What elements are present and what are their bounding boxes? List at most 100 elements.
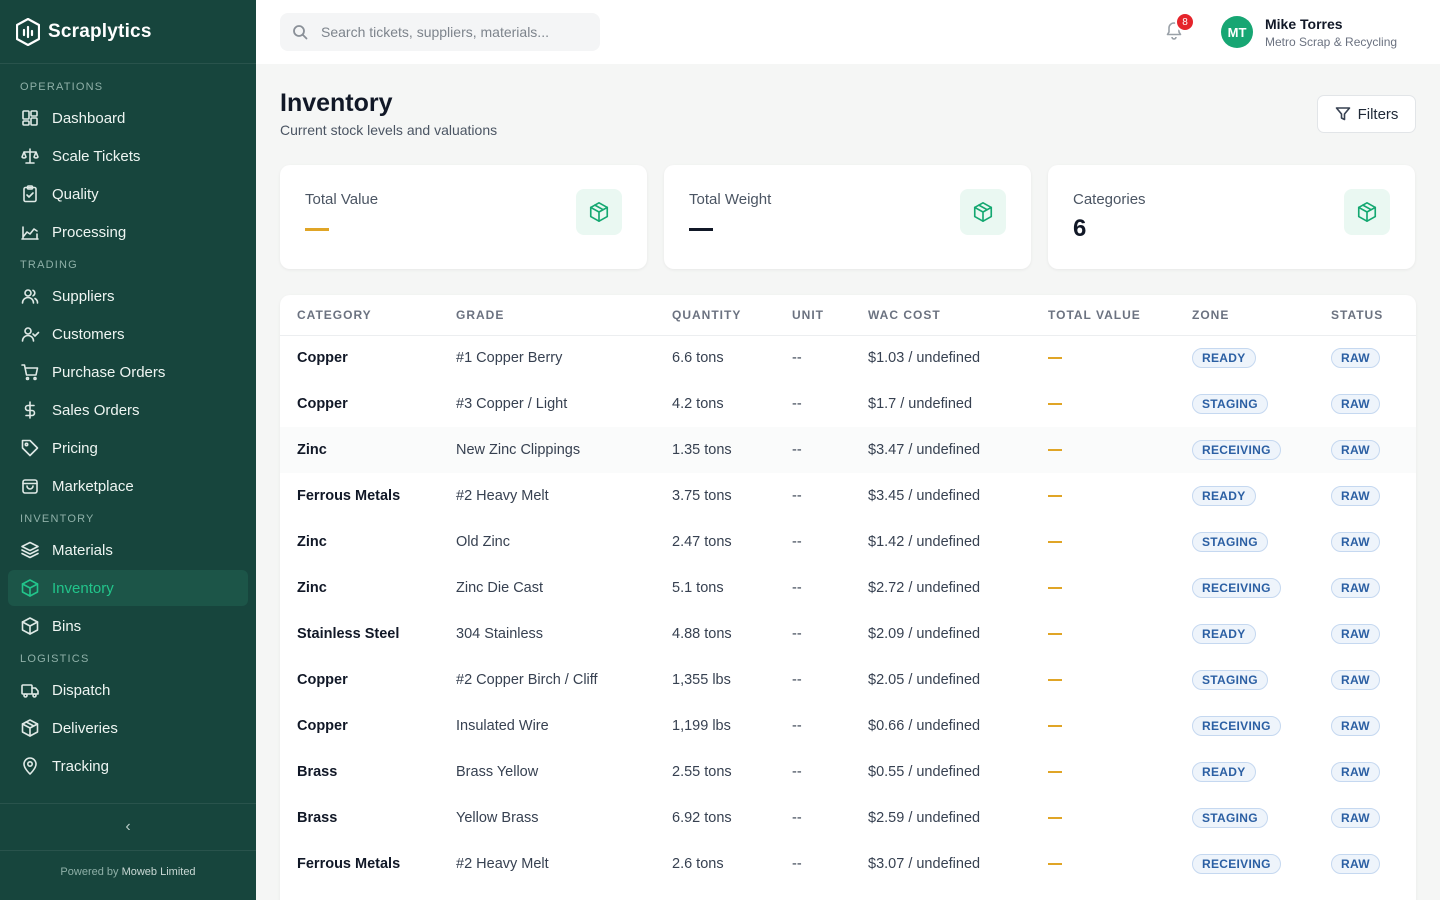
table-row[interactable]: Stainless Steel 304 Stainless 4.88 tons -- $… bbox=[280, 611, 1416, 657]
table-row[interactable]: Ferrous Metals #2 Heavy Melt 2.6 tons -- $3.… bbox=[280, 841, 1416, 887]
notification-count-badge: 8 bbox=[1175, 12, 1195, 32]
zone-cell: READY bbox=[1192, 473, 1331, 519]
status-cell: RAW bbox=[1331, 657, 1416, 703]
zone-cell: STAGING bbox=[1192, 519, 1331, 565]
stat-label: Total Value bbox=[305, 191, 378, 208]
zone-cell: READY bbox=[1192, 611, 1331, 657]
column-header[interactable]: GRADE bbox=[456, 295, 672, 335]
column-header[interactable]: UNIT bbox=[792, 295, 868, 335]
zone-badge: READY bbox=[1192, 624, 1256, 644]
column-header[interactable]: WAC COST bbox=[868, 295, 1048, 335]
column-header[interactable]: QUANTITY bbox=[672, 295, 792, 335]
sidebar-item-quality[interactable]: Quality bbox=[8, 176, 248, 212]
filters-button[interactable]: Filters bbox=[1317, 95, 1416, 133]
table-row[interactable]: Brass Yellow Brass 6.92 tons -- $2.59 / unde… bbox=[280, 795, 1416, 841]
wac-cost-cell: $1.7 / undefined bbox=[868, 381, 1048, 427]
zone-badge: STAGING bbox=[1192, 670, 1268, 690]
sidebar-item-scale-tickets[interactable]: Scale Tickets bbox=[8, 138, 248, 174]
sidebar-item-purchase-orders[interactable]: Purchase Orders bbox=[8, 354, 248, 390]
table-row[interactable]: Copper #1 Copper Berry 6.6 tons -- $1.03 / u… bbox=[280, 335, 1416, 381]
table-row[interactable]: Copper #3 Copper / Light 4.2 tons -- $1.7 / … bbox=[280, 381, 1416, 427]
quantity-cell: 2.47 tons bbox=[672, 519, 792, 565]
total-value-cell bbox=[1048, 381, 1192, 427]
sidebar-item-processing[interactable]: Processing bbox=[8, 214, 248, 250]
filter-icon bbox=[1335, 106, 1351, 122]
stat-label: Categories bbox=[1073, 191, 1146, 208]
sidebar-item-dispatch[interactable]: Dispatch bbox=[8, 672, 248, 708]
sidebar-item-label: Bins bbox=[52, 618, 81, 635]
nav-section-title: OPERATIONS bbox=[0, 76, 256, 98]
table-row[interactable]: Zinc Zinc Die Cast 5.1 tons -- $2.72 / undef… bbox=[280, 565, 1416, 611]
sidebar-item-bins[interactable]: Bins bbox=[8, 608, 248, 644]
column-header[interactable]: ZONE bbox=[1192, 295, 1331, 335]
collapse-sidebar-button[interactable]: ‹ bbox=[0, 803, 256, 851]
sidebar-item-label: Marketplace bbox=[52, 478, 134, 495]
category-cell: Ferrous Metals bbox=[280, 841, 456, 887]
grade-cell: Insulated Wire bbox=[456, 703, 672, 749]
powered-by-company[interactable]: Moweb Limited bbox=[122, 866, 196, 878]
sidebar-item-pricing[interactable]: Pricing bbox=[8, 430, 248, 466]
search-input[interactable] bbox=[321, 24, 581, 40]
column-header[interactable]: CATEGORY bbox=[280, 295, 456, 335]
sidebar-item-materials[interactable]: Materials bbox=[8, 532, 248, 568]
table-row[interactable]: Copper Insulated Wire 1,199 lbs -- $0.66 / u… bbox=[280, 703, 1416, 749]
unit-cell: -- bbox=[792, 703, 868, 749]
box-icon bbox=[972, 201, 994, 223]
column-header[interactable]: STATUS bbox=[1331, 295, 1416, 335]
sidebar-item-customers[interactable]: Customers bbox=[8, 316, 248, 352]
total-value-placeholder-dash bbox=[1048, 725, 1062, 727]
dashboard-icon bbox=[20, 108, 40, 128]
brand[interactable]: Scraplytics bbox=[0, 0, 256, 64]
table-row[interactable]: Ferrous Metals #2 Heavy Melt 3.75 tons -- $3… bbox=[280, 473, 1416, 519]
sidebar-item-tracking[interactable]: Tracking bbox=[8, 748, 248, 784]
zone-cell: READY bbox=[1192, 335, 1331, 381]
box-icon-badge bbox=[576, 189, 622, 235]
powered-by: Powered by Moweb Limited bbox=[0, 866, 256, 878]
status-badge: RAW bbox=[1331, 578, 1380, 598]
zone-cell: RECEIVING bbox=[1192, 841, 1331, 887]
unit-cell: -- bbox=[792, 611, 868, 657]
quantity-cell: 5.1 tons bbox=[672, 565, 792, 611]
factory-icon bbox=[20, 222, 40, 242]
unit-cell: -- bbox=[792, 565, 868, 611]
avatar[interactable]: MT bbox=[1221, 16, 1253, 48]
wac-cost-cell: $3.07 / undefined bbox=[868, 841, 1048, 887]
category-cell: Copper bbox=[280, 703, 456, 749]
total-value-placeholder-dash bbox=[1048, 357, 1062, 359]
nav-section-title: LOGISTICS bbox=[0, 648, 256, 670]
sidebar-item-deliveries[interactable]: Deliveries bbox=[8, 710, 248, 746]
total-value-cell bbox=[1048, 519, 1192, 565]
status-badge: RAW bbox=[1331, 854, 1380, 874]
sidebar-item-inventory[interactable]: Inventory bbox=[8, 570, 248, 606]
column-header[interactable]: TOTAL VALUE bbox=[1048, 295, 1192, 335]
sidebar-item-sales-orders[interactable]: Sales Orders bbox=[8, 392, 248, 428]
sidebar-item-label: Purchase Orders bbox=[52, 364, 165, 381]
sidebar-item-suppliers[interactable]: Suppliers bbox=[8, 278, 248, 314]
box-icon-badge bbox=[1344, 189, 1390, 235]
table-row[interactable]: Zinc New Zinc Clippings 1.35 tons -- $3.47 /… bbox=[280, 427, 1416, 473]
quantity-cell: 6.92 tons bbox=[672, 795, 792, 841]
status-cell: RAW bbox=[1331, 565, 1416, 611]
box-icon bbox=[20, 616, 40, 636]
quantity-cell: 3.75 tons bbox=[672, 473, 792, 519]
sidebar-item-dashboard[interactable]: Dashboard bbox=[8, 100, 248, 136]
grade-cell: New Zinc Clippings bbox=[456, 427, 672, 473]
table-row[interactable]: Zinc Old Zinc 2.47 tons -- $1.42 / undefined… bbox=[280, 519, 1416, 565]
grade-cell: Old Zinc bbox=[456, 519, 672, 565]
total-value-placeholder-dash bbox=[1048, 495, 1062, 497]
total-value-placeholder-dash bbox=[1048, 817, 1062, 819]
sidebar-item-label: Scale Tickets bbox=[52, 148, 140, 165]
status-badge: RAW bbox=[1331, 532, 1380, 552]
unit-cell: -- bbox=[792, 381, 868, 427]
inventory-table: CATEGORY GRADE QUANTITY UNIT WAC COST TOTAL V… bbox=[280, 295, 1416, 887]
table-row[interactable]: Brass Brass Yellow 2.55 tons -- $0.55 / unde… bbox=[280, 749, 1416, 795]
quantity-cell: 1,355 lbs bbox=[672, 657, 792, 703]
table-row[interactable]: Copper #2 Copper Birch / Cliff 1,355 lbs --… bbox=[280, 657, 1416, 703]
wac-cost-cell: $1.42 / undefined bbox=[868, 519, 1048, 565]
zone-badge: STAGING bbox=[1192, 532, 1268, 552]
total-value-cell bbox=[1048, 749, 1192, 795]
sidebar-item-marketplace[interactable]: Marketplace bbox=[8, 468, 248, 504]
status-badge: RAW bbox=[1331, 808, 1380, 828]
search-bar[interactable] bbox=[280, 13, 600, 51]
user-name[interactable]: Mike Torres bbox=[1265, 16, 1343, 32]
